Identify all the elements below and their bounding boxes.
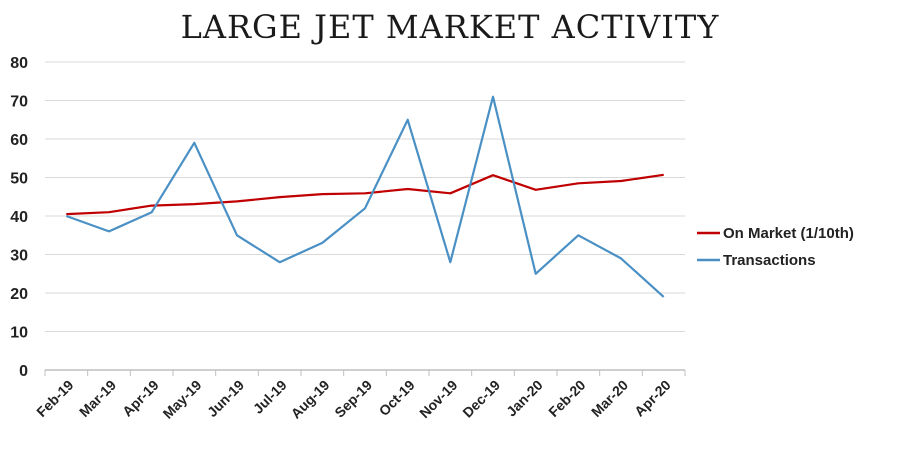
y-axis-ticks: 0 10 20 30 40 50 60 70 80 <box>10 55 28 380</box>
x-tick-label: Apr-19 <box>119 377 162 420</box>
x-tick-label: Mar-20 <box>588 377 631 420</box>
series-line-on-market <box>66 173 664 216</box>
x-tick-label: Nov-19 <box>416 377 460 421</box>
y-tick-label: 10 <box>10 325 28 342</box>
y-tick-label: 80 <box>10 55 28 72</box>
y-tick-label: 60 <box>10 132 28 149</box>
x-tick-label: Feb-20 <box>545 377 588 420</box>
y-tick-label: 0 <box>19 363 28 380</box>
legend-label: On Market (1/10th) <box>723 225 854 242</box>
y-tick-label: 30 <box>10 248 28 265</box>
x-tick-label: Sep-19 <box>331 377 375 421</box>
legend-label: Transactions <box>723 252 816 269</box>
x-tick-label: Oct-19 <box>376 377 418 419</box>
y-tick-label: 70 <box>10 94 28 111</box>
legend: On Market (1/10th) Transactions <box>697 225 854 269</box>
chart-title: LARGE JET MARKET ACTIVITY <box>180 8 720 46</box>
series-lines <box>65 95 665 298</box>
x-tick-label: Dec-19 <box>459 377 503 421</box>
y-tick-label: 20 <box>10 286 28 303</box>
y-tick-label: 40 <box>10 209 28 226</box>
y-tick-label: 50 <box>10 171 28 188</box>
x-tick-label: Feb-19 <box>33 377 76 420</box>
gridlines <box>45 61 685 332</box>
x-tick-label: Apr-20 <box>631 377 674 420</box>
x-tick-label: May-19 <box>160 377 205 422</box>
x-tick-label: Mar-19 <box>76 377 119 420</box>
x-tick-label: Jun-19 <box>204 377 247 420</box>
series-line-transactions <box>65 95 665 298</box>
x-tick-label: Jan-20 <box>503 377 546 420</box>
x-tick-label: Aug-19 <box>288 377 333 422</box>
x-tick-label: Jul-19 <box>250 377 290 417</box>
